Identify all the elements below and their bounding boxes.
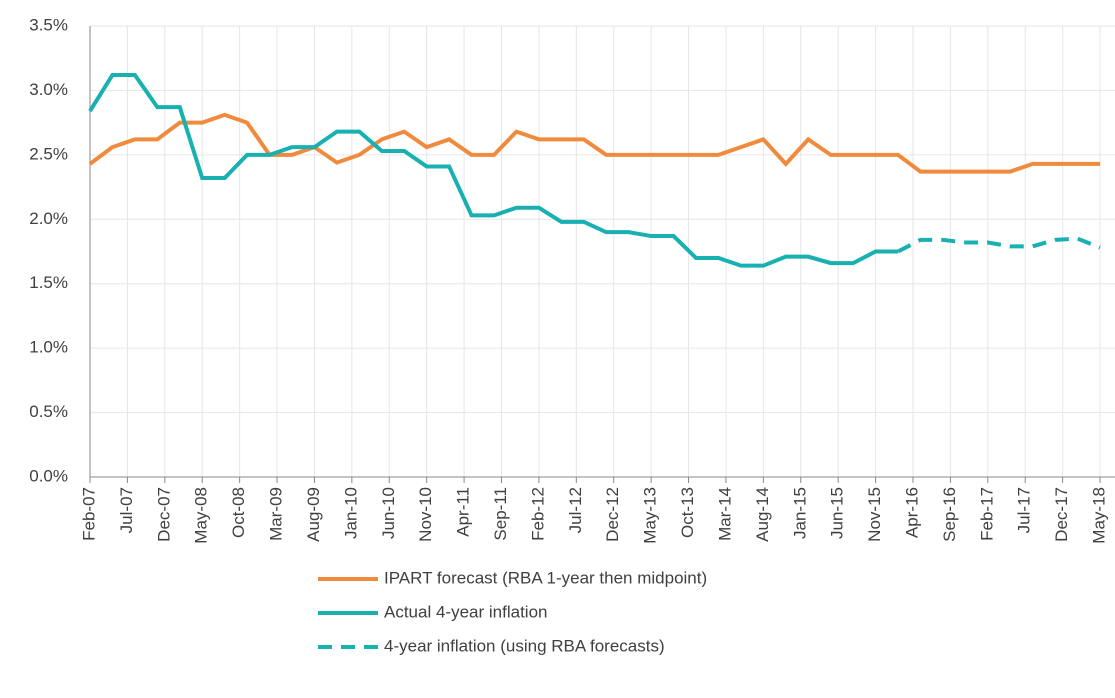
- legend-label: IPART forecast (RBA 1-year then midpoint…: [384, 568, 707, 587]
- x-tick-label: Oct-08: [229, 487, 248, 538]
- line-series: [897, 236, 1101, 254]
- line-series: [88, 112, 1101, 174]
- x-tick-label: Jan-15: [790, 487, 809, 539]
- x-tick-label: Jun-10: [379, 487, 398, 539]
- x-tick-label: Mar-14: [715, 487, 734, 541]
- x-tick-label: Apr-16: [902, 487, 921, 538]
- x-tick-label: Apr-11: [454, 487, 473, 537]
- x-tick-label: Jan-10: [341, 487, 360, 539]
- x-tick-label: Jul-07: [117, 487, 136, 533]
- x-tick-label: Dec-17: [1052, 487, 1071, 542]
- x-tick-label: Feb-17: [977, 487, 996, 541]
- y-tick-label: 0.5%: [29, 402, 68, 421]
- x-tick-label: Feb-07: [79, 487, 98, 541]
- x-tick-label: Nov-15: [865, 487, 884, 542]
- x-tick-label: Dec-12: [603, 487, 622, 542]
- x-tick-label: Jun-15: [828, 487, 847, 539]
- x-tick-label: Jul-12: [566, 487, 585, 533]
- y-tick-label: 1.0%: [29, 338, 68, 357]
- x-tick-label: Nov-10: [416, 487, 435, 542]
- y-tick-label: 0.0%: [29, 466, 68, 485]
- x-tick-label: Oct-13: [678, 487, 697, 538]
- x-tick-label: Sep-11: [491, 487, 510, 541]
- legend-label: Actual 4-year inflation: [384, 602, 547, 621]
- x-tick-label: May-18: [1090, 487, 1109, 544]
- line-series: [88, 72, 899, 268]
- x-tick-label: Aug-09: [304, 487, 323, 542]
- x-tick-label: Aug-14: [753, 487, 772, 542]
- legend-label: 4-year inflation (using RBA forecasts): [384, 636, 665, 655]
- y-tick-label: 2.0%: [29, 209, 68, 228]
- x-tick-label: Feb-12: [528, 487, 547, 541]
- x-tick-label: Dec-07: [154, 487, 173, 542]
- y-tick-label: 3.0%: [29, 80, 68, 99]
- y-tick-label: 2.5%: [29, 144, 68, 163]
- y-tick-label: 3.5%: [29, 15, 68, 34]
- x-tick-label: Jul-17: [1015, 487, 1034, 533]
- x-tick-label: May-08: [192, 487, 211, 544]
- x-tick-label: Mar-09: [267, 487, 286, 541]
- x-tick-label: May-13: [641, 487, 660, 544]
- y-tick-label: 1.5%: [29, 273, 68, 292]
- x-tick-label: Sep-16: [940, 487, 959, 542]
